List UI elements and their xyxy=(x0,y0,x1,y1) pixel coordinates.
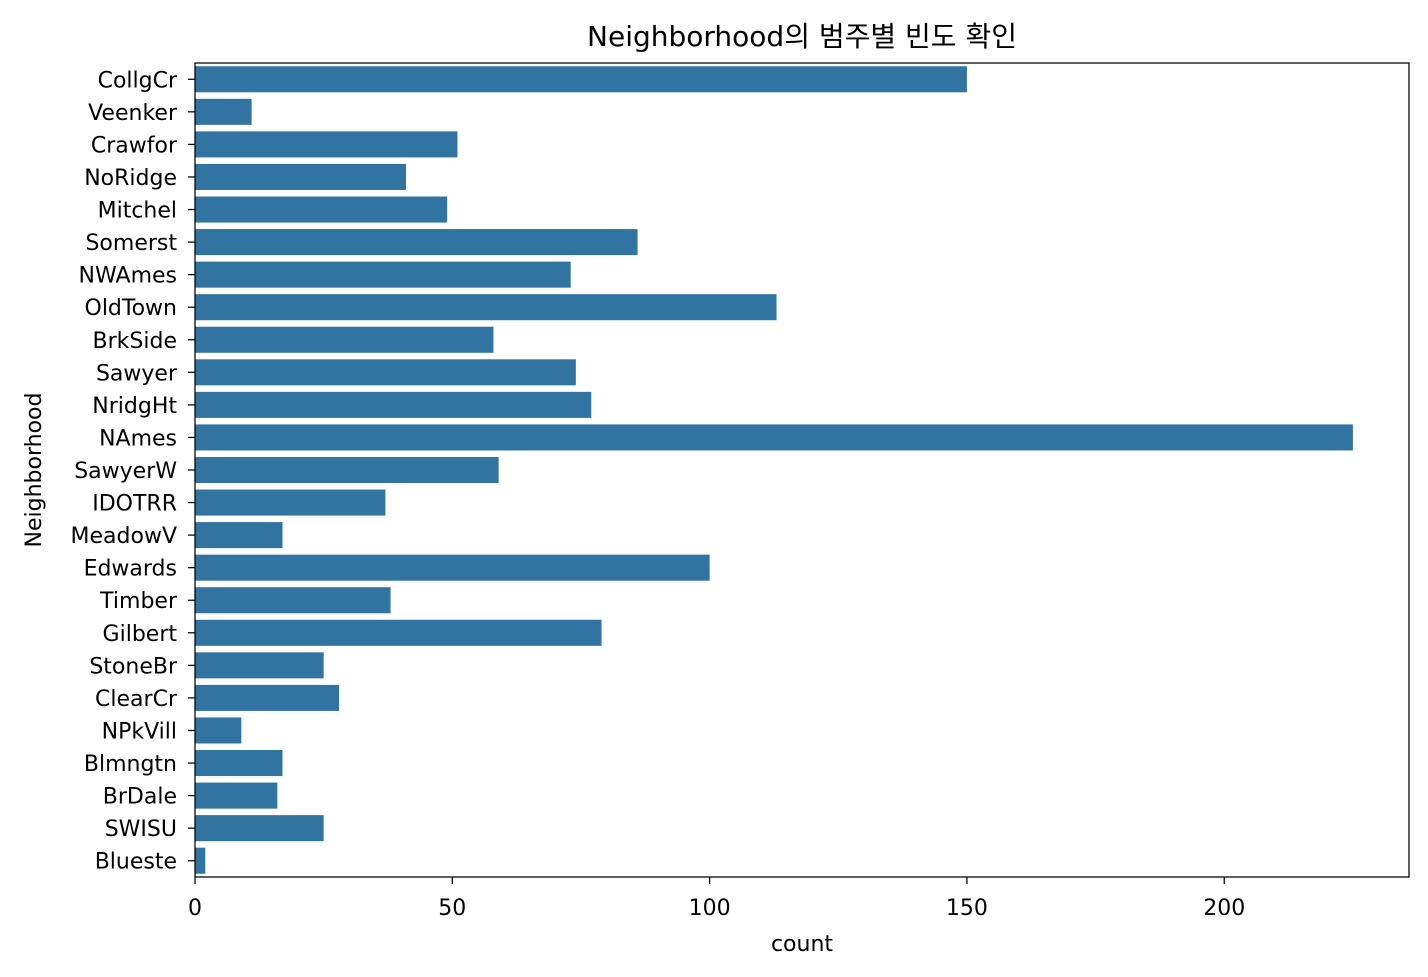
bar-stonebr xyxy=(195,652,324,679)
bar-clearcr xyxy=(195,684,340,711)
bar-sawyerw xyxy=(195,456,499,484)
bar-sawyer xyxy=(195,359,576,386)
bar-veenker xyxy=(195,98,252,125)
bar-blmngtn xyxy=(195,750,283,777)
y-tick-label: NPkVill xyxy=(102,719,177,744)
y-tick-label: Blueste xyxy=(95,850,177,875)
bar-gilbert xyxy=(195,619,602,646)
y-tick-label: BrkSide xyxy=(93,329,177,354)
y-tick-label: BrDale xyxy=(103,785,177,810)
y-tick-label: SawyerW xyxy=(74,459,177,484)
x-tick-label: 100 xyxy=(689,896,731,921)
x-axis-title: count xyxy=(771,932,833,957)
y-tick-label: Edwards xyxy=(84,557,177,582)
y-tick-label: MeadowV xyxy=(71,524,177,549)
x-tick-label: 200 xyxy=(1203,896,1245,921)
bar-idotrr xyxy=(195,489,386,516)
bar-timber xyxy=(195,587,391,614)
bar-brkside xyxy=(195,326,494,353)
bar-brdale xyxy=(195,782,278,809)
y-tick-label: Veenker xyxy=(88,101,178,126)
bar-edwards xyxy=(195,554,710,581)
bar-nwames xyxy=(195,261,571,288)
bar-mitchel xyxy=(195,196,448,223)
bar-npkvill xyxy=(195,717,242,744)
y-axis-ticks: CollgCr Veenker Crawfor NoRidge Mitchel Somer… xyxy=(71,68,195,875)
x-tick-label: 150 xyxy=(946,896,988,921)
bar-nridght xyxy=(195,391,592,418)
y-tick-label: NWAmes xyxy=(79,264,177,289)
bars-group xyxy=(195,66,1353,874)
bar-names xyxy=(195,424,1353,451)
y-tick-label: OldTown xyxy=(85,296,178,321)
y-tick-label: ClearCr xyxy=(95,687,178,712)
y-tick-label: Gilbert xyxy=(103,622,178,647)
y-tick-label: Crawfor xyxy=(91,133,178,158)
y-tick-label: StoneBr xyxy=(89,654,178,679)
y-tick-label: NridgHt xyxy=(92,394,177,419)
bar-blueste xyxy=(195,847,206,874)
bar-collgcr xyxy=(195,66,967,93)
bar-crawfor xyxy=(195,131,458,158)
y-tick-label: NoRidge xyxy=(84,166,177,191)
x-tick-label: 50 xyxy=(438,896,466,921)
y-tick-label: IDOTRR xyxy=(92,492,177,517)
y-axis-title: Neighborhood xyxy=(22,393,47,548)
chart-title: Neighborhood의 범주별 빈도 확인 xyxy=(587,20,1017,53)
bar-meadowv xyxy=(195,522,283,549)
y-tick-label: Somerst xyxy=(85,231,177,256)
x-axis-ticks: 0 50 100 150 200 xyxy=(188,877,1245,921)
plot-frame xyxy=(194,62,1410,878)
y-tick-label: Blmngtn xyxy=(84,752,177,777)
bar-noridge xyxy=(195,163,406,190)
y-tick-label: Timber xyxy=(99,589,178,614)
y-tick-label: CollgCr xyxy=(98,68,178,93)
y-tick-label: Mitchel xyxy=(98,199,177,224)
y-tick-label: NAmes xyxy=(99,426,177,451)
x-tick-label: 0 xyxy=(188,896,202,921)
bar-somerst xyxy=(195,229,638,256)
bar-oldtown xyxy=(195,294,777,321)
y-tick-label: SWISU xyxy=(105,817,177,842)
bar-swisu xyxy=(195,815,324,842)
y-tick-label: Sawyer xyxy=(96,361,178,386)
